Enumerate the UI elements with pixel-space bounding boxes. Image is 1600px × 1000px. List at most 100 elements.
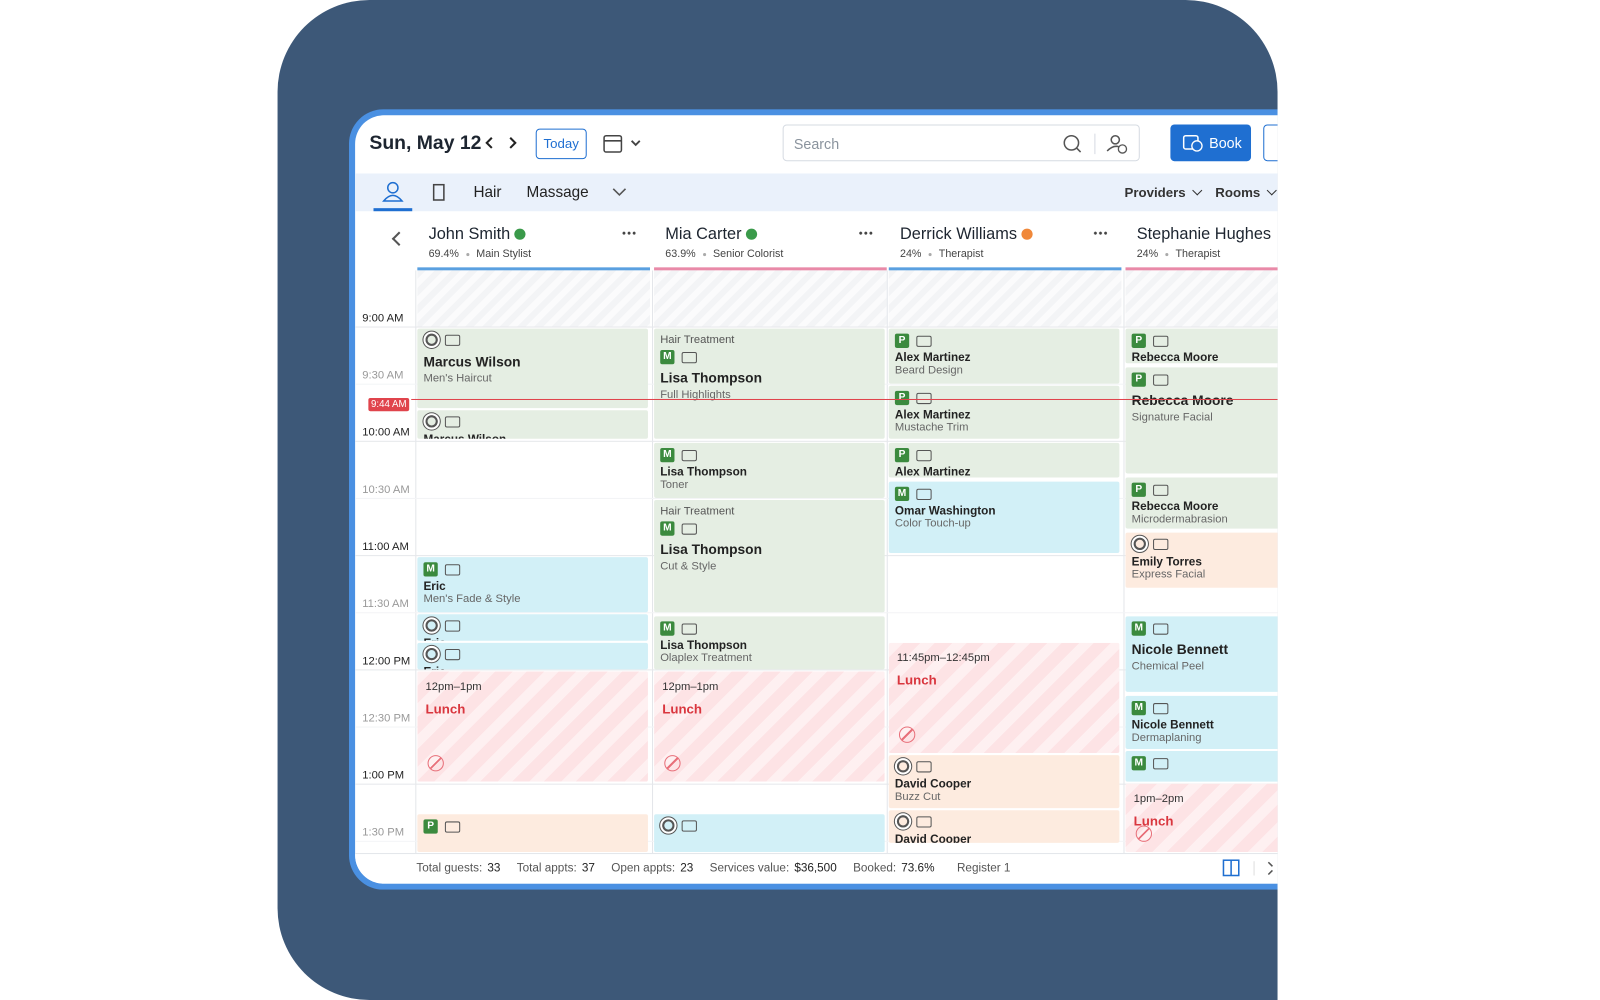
appointment[interactable]: P — [417, 814, 648, 853]
filter-dropdown[interactable]: Providers — [1124, 185, 1203, 200]
grid-line — [355, 440, 1278, 442]
client-name: Lisa Thompson — [660, 370, 762, 386]
footer-bar — [355, 853, 1278, 884]
note-icon — [444, 334, 461, 346]
appointment-icons: M — [660, 349, 878, 368]
note-icon — [681, 819, 697, 832]
appointment[interactable]: David CooperScalp Treatment — [888, 810, 1120, 843]
membership-badge: M — [894, 486, 910, 502]
appointment[interactable]: P Rebecca Moore Microdermabrasion — [1125, 477, 1278, 529]
book-button[interactable]: Book — [1170, 124, 1252, 162]
filter-dropdown[interactable]: Rooms — [1215, 185, 1277, 200]
break-block[interactable]: 12pm–1pm Lunch — [654, 671, 885, 782]
appointment[interactable]: Hair Treatment M Lisa Thompson Cut & Style — [654, 499, 885, 613]
service-name: Dermaplaning — [1131, 731, 1202, 744]
appointment[interactable]: M Lisa Thompson Toner — [654, 442, 885, 498]
client-name: Emily Torres — [1131, 556, 1202, 569]
grid-line — [355, 497, 1278, 499]
client-name: Marcus Wilson — [423, 354, 521, 370]
tab-bar — [355, 173, 1278, 212]
appointment[interactable]: P Alex Martinez — [888, 442, 1120, 478]
client-name: Alex Martinez — [894, 352, 971, 365]
membership-badge: M — [660, 621, 675, 636]
provider-percent: 24% — [1136, 247, 1159, 261]
appointment[interactable]: Emily Torres Express Facial — [1125, 532, 1278, 588]
book-icon — [1182, 134, 1203, 152]
break-block[interactable]: 12pm–1pm Lunch — [417, 671, 648, 782]
search-placeholder: Search — [793, 135, 840, 153]
stat-label: Open appts: — [611, 862, 676, 875]
appointment[interactable]: P Alex Martinez Beard Design — [888, 328, 1120, 384]
appointment[interactable]: M — [1125, 751, 1278, 782]
provider-name-text: Derrick Williams — [899, 225, 1017, 243]
tab[interactable]: Hair — [473, 183, 502, 202]
service-name: Color Touch-up — [894, 517, 971, 530]
provider-name[interactable]: Derrick Williams — [899, 225, 1033, 244]
tab[interactable]: Massage — [526, 183, 589, 202]
appointment-icons — [895, 815, 1113, 833]
provider-name-text: John Smith — [428, 225, 511, 243]
time-label: 10:30 AM — [362, 483, 410, 496]
appointment[interactable]: M Nicole Bennett Chemical Peel — [1125, 616, 1278, 692]
prev-providers[interactable] — [391, 231, 407, 246]
calendar-picker[interactable] — [602, 133, 645, 155]
service-name: Full Highlights — [660, 388, 731, 402]
provider-role: Main Stylist — [476, 247, 532, 261]
date-nav[interactable] — [482, 134, 523, 152]
grid-line — [355, 326, 1278, 328]
break-block[interactable]: 1pm–2pm Lunch — [1125, 783, 1278, 853]
membership-badge: M — [660, 447, 675, 463]
unavailable-icon — [427, 755, 444, 772]
app-content: Sun, May 12 Today Search Book Hair Massag… — [355, 115, 1278, 884]
today-button[interactable]: Today — [535, 128, 587, 160]
appointment[interactable]: P Rebecca Moore — [1125, 328, 1278, 364]
appointment-icons — [895, 760, 1113, 778]
note-icon — [916, 335, 932, 347]
unavailable-icon — [898, 726, 916, 743]
appointment[interactable]: Eric — [417, 614, 648, 641]
appointment-icons — [423, 415, 641, 433]
membership-badge: P — [894, 390, 910, 406]
appointment[interactable]: P Alex Martinez Mustache Trim — [888, 385, 1120, 439]
tabs-chevron[interactable] — [610, 186, 628, 198]
appointment-category: Hair Treatment — [660, 333, 735, 346]
provider-stats: 63.9% Senior Colorist — [665, 248, 783, 260]
footer-stat: Services value: $36,500 — [710, 862, 837, 874]
appointment[interactable]: P Rebecca Moore Signature Facial — [1125, 367, 1278, 474]
provider-name[interactable]: Stephanie Hughes — [1137, 226, 1271, 244]
provider-menu[interactable] — [621, 231, 636, 235]
provider-menu[interactable] — [1092, 231, 1108, 235]
appointment[interactable]: Eric — [417, 642, 648, 670]
membership-badge: P — [1131, 482, 1146, 497]
view-tabs[interactable] — [373, 180, 455, 214]
appointment-icons — [423, 648, 641, 666]
footer-icons[interactable] — [1221, 859, 1277, 877]
break-block[interactable]: 11:45pm–12:45pm Lunch — [888, 642, 1120, 754]
note-icon — [916, 815, 932, 828]
more-button[interactable] — [1263, 124, 1278, 162]
appointment[interactable]: M Eric Men's Fade & Style — [417, 557, 648, 613]
grid-line — [355, 669, 1278, 671]
provider-name[interactable]: John Smith — [429, 226, 526, 244]
note-icon — [681, 522, 697, 535]
stat-value: 33 — [487, 862, 501, 875]
appointment[interactable]: David Cooper Buzz Cut — [888, 755, 1120, 809]
grid-line — [355, 783, 1278, 785]
appointment-icons: P — [894, 390, 1113, 409]
note-icon — [1153, 335, 1169, 347]
closed-hours — [1125, 270, 1278, 327]
grid-line — [355, 612, 1278, 614]
appointment[interactable]: M Lisa Thompson Olaplex Treatment — [654, 616, 885, 670]
appointment[interactable]: Hair Treatment M Lisa Thompson Full Highlig… — [654, 328, 885, 439]
provider-name[interactable]: Mia Carter — [665, 226, 757, 244]
appointment[interactable]: M Nicole Bennett Dermaplaning — [1125, 695, 1278, 749]
break-time: 12pm–1pm — [662, 680, 719, 693]
appointment[interactable]: M Omar Washington Color Touch-up — [888, 481, 1120, 554]
provider-menu[interactable] — [858, 231, 873, 235]
search-box[interactable]: Search — [782, 124, 1140, 162]
note-icon — [444, 648, 461, 660]
appointment[interactable] — [654, 814, 885, 853]
provider-stats: 24% Therapist — [1137, 248, 1220, 260]
